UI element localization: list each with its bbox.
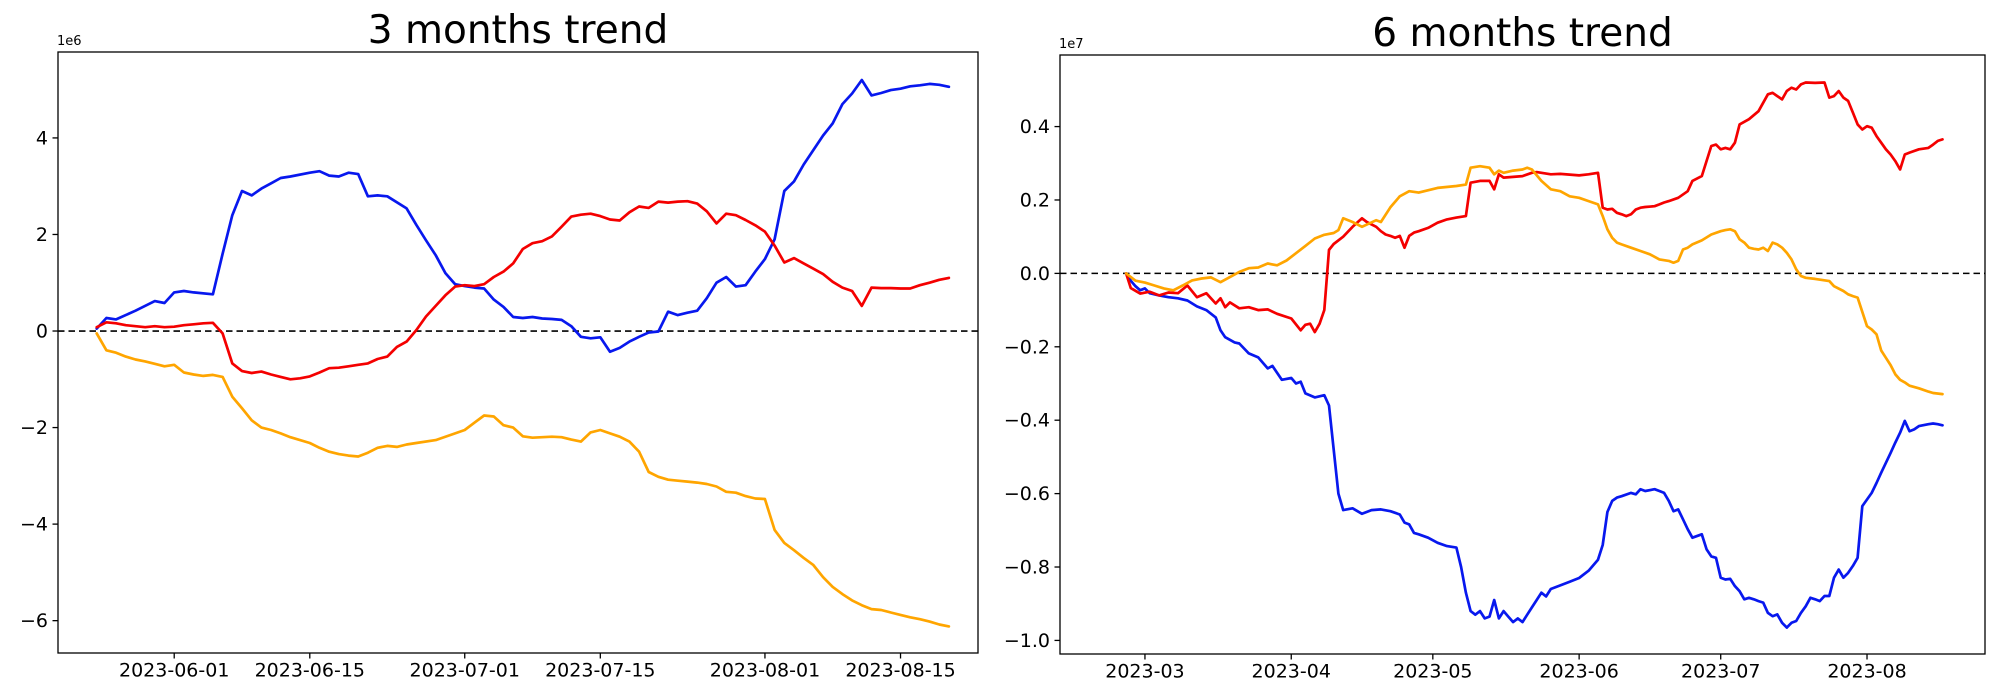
y-tick-label: 0.4 xyxy=(1020,116,1050,138)
y-axis-offset-label: 1e6 xyxy=(57,34,82,49)
series-orange-line xyxy=(1124,164,1944,396)
x-tick-label: 2023-07 xyxy=(1681,661,1760,683)
series-blue-line xyxy=(1124,272,1944,629)
series-red-line xyxy=(95,199,951,381)
y-tick-label: 0.0 xyxy=(1020,263,1050,285)
chart-title: 6 months trend xyxy=(1372,11,1673,56)
chart-title: 3 months trend xyxy=(367,8,669,53)
plot-border xyxy=(57,51,979,654)
x-tick-label: 2023-03 xyxy=(1105,661,1184,683)
x-tick-label: 2023-07-01 xyxy=(410,660,520,682)
y-tick-label: −4 xyxy=(20,514,48,536)
y-tick-label: −0.6 xyxy=(1004,483,1050,505)
series-blue-line xyxy=(95,78,951,354)
x-tick-label: 2023-08-15 xyxy=(845,660,955,682)
x-tick-label: 2023-08 xyxy=(1827,661,1906,683)
y-tick-label: 2 xyxy=(36,224,48,246)
y-tick-label: −0.2 xyxy=(1004,336,1050,358)
y-tick-label: −1.0 xyxy=(1004,630,1050,652)
y-tick-label: −2 xyxy=(20,417,48,439)
y-tick-label: −0.8 xyxy=(1004,556,1050,578)
x-tick-label: 2023-04 xyxy=(1252,661,1331,683)
x-tick-label: 2023-08-01 xyxy=(710,660,820,682)
x-tick-label: 2023-05 xyxy=(1393,661,1472,683)
x-tick-label: 2023-06-15 xyxy=(255,660,365,682)
y-tick-label: 4 xyxy=(36,127,48,149)
x-tick-label: 2023-06 xyxy=(1539,661,1618,683)
x-tick-label: 2023-07-15 xyxy=(545,660,655,682)
series-orange-line xyxy=(95,332,951,628)
y-tick-label: 0.2 xyxy=(1020,189,1050,211)
plot-border xyxy=(1059,54,1986,655)
y-tick-label: −0.4 xyxy=(1004,410,1050,432)
y-tick-label: 0 xyxy=(36,320,48,342)
x-tick-label: 2023-06-01 xyxy=(119,660,229,682)
series-red-line xyxy=(1124,81,1944,334)
y-tick-label: −6 xyxy=(20,610,48,632)
y-axis-offset-label: 1e7 xyxy=(1059,37,1084,52)
